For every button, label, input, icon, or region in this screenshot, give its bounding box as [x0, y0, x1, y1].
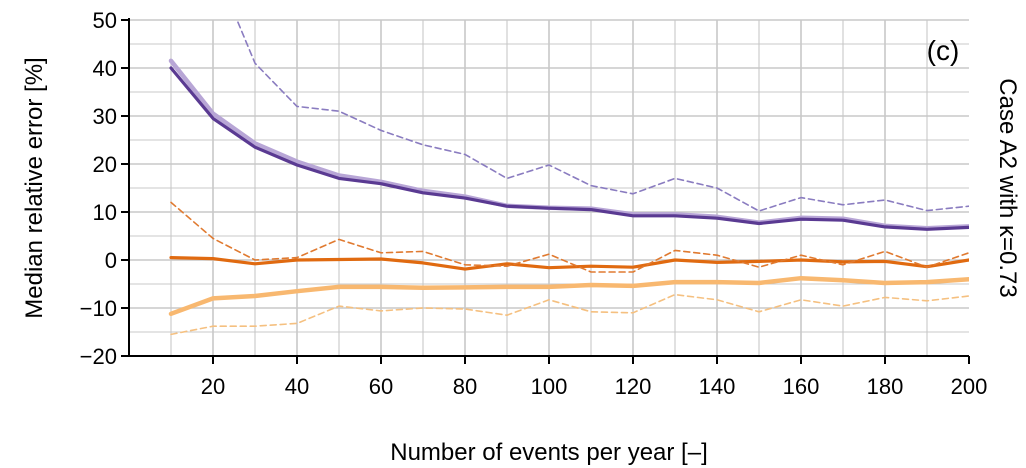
x-tick-label: 200: [951, 374, 988, 399]
series-line-7: [170, 293, 969, 336]
x-tick-label: 60: [369, 374, 393, 399]
series-line-5: [170, 201, 969, 273]
x-axis-label: Number of events per year [–]: [390, 439, 707, 466]
x-tick-label: 160: [783, 374, 820, 399]
panel-label: (c): [927, 35, 960, 66]
series-line-2: [169, 66, 969, 231]
series-line-3: [236, 20, 969, 212]
x-tick-label: 180: [867, 374, 904, 399]
y-tick-label: 50: [93, 8, 117, 33]
series-line-1: [168, 58, 969, 231]
x-tick-label: 40: [285, 374, 309, 399]
x-tick-label: 80: [453, 374, 477, 399]
y-tick-label: −20: [80, 344, 117, 369]
y-tick-label: 20: [93, 152, 117, 177]
y-axis-label: Median relative error [%]: [21, 57, 48, 318]
series-line-4: [169, 256, 969, 271]
x-tick-label: 140: [699, 374, 736, 399]
y-tick-label: 30: [93, 104, 117, 129]
x-tick-label: 120: [615, 374, 652, 399]
series-layer: [168, 20, 969, 336]
x-tick-label: 20: [201, 374, 225, 399]
ticks: −20 −10 0 10 20 30 40 50 20 40 60 80 100 120 140 160 180…: [80, 8, 988, 399]
side-label: Case A2 with κ=0.73: [994, 78, 1021, 297]
y-tick-label: 40: [93, 56, 117, 81]
y-tick-label: 0: [105, 248, 117, 273]
x-tick-label: 100: [531, 374, 568, 399]
y-tick-label: −10: [80, 296, 117, 321]
y-tick-label: 10: [93, 200, 117, 225]
series-line-6: [168, 275, 969, 317]
